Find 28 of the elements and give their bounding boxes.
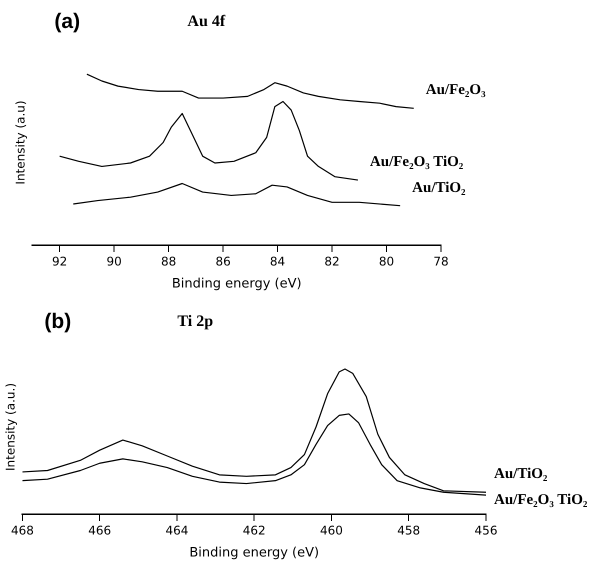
y-axis-title: Intensity (a.u.) <box>3 383 18 471</box>
x-tick-label: 464 <box>165 523 188 538</box>
x-tick-label: 84 <box>270 254 286 268</box>
x-tick-label: 80 <box>378 254 394 268</box>
chart-subtitle: Au 4f <box>187 13 226 30</box>
chart-title: (a) <box>54 10 80 33</box>
x-tick-label: 82 <box>324 254 340 268</box>
x-tick-label: 86 <box>215 254 231 268</box>
series-label: Au/Fe₂O₃ <box>426 82 486 98</box>
chart-title: (b) <box>44 310 72 333</box>
chart-subtitle: Ti 2p <box>177 313 214 330</box>
series-label: Au/TiO₂ <box>494 466 548 482</box>
x-tick-label: 460 <box>320 523 343 538</box>
x-axis-title: Binding energy (eV) <box>189 546 320 561</box>
x-axis-title: Binding energy (eV) <box>172 276 302 292</box>
x-tick-label: 92 <box>52 254 68 268</box>
x-tick-label: 88 <box>160 254 176 268</box>
x-tick-label: 456 <box>474 523 498 538</box>
x-tick-label: 466 <box>88 523 112 538</box>
x-tick-label: 462 <box>242 523 266 538</box>
series-label: Au/TiO₂ <box>412 180 466 196</box>
x-tick-label: 90 <box>106 254 122 268</box>
series-label: Au/Fe₂O₃ TiO₂ <box>370 154 464 170</box>
series-label: Au/Fe₂O₃ TiO₂ <box>494 492 588 508</box>
x-tick-label: 468 <box>10 523 34 538</box>
x-tick-label: 78 <box>433 254 449 268</box>
x-tick-label: 458 <box>397 523 420 538</box>
y-axis-title: Intensity (a.u) <box>13 100 28 185</box>
